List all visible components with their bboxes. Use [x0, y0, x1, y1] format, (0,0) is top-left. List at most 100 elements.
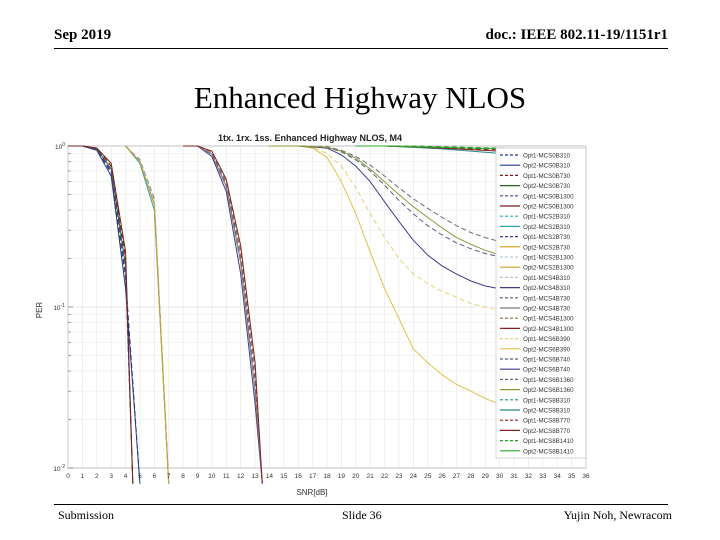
legend-label: Opt2-MCS2B730	[523, 244, 571, 251]
y-axis-label: PER	[35, 302, 44, 319]
legend-label: Opt2-MCS2B1300	[523, 265, 574, 272]
series-line-opt1-mcs6b390	[298, 145, 529, 319]
x-tick-label: 9	[196, 473, 200, 480]
header-doc-id: doc.: IEEE 802.11-19/1151r1	[485, 27, 668, 43]
x-tick-label: 15	[280, 473, 288, 480]
legend-label: Opt2-MCS0B310	[523, 163, 571, 170]
legend-label: Opt2-MCS6B390	[523, 346, 571, 353]
x-tick-label: 26	[438, 473, 446, 480]
legend-label: Opt1-MCS2B310	[523, 214, 571, 221]
series-line-opt2-mcs0b1300	[68, 145, 134, 484]
series-line-opt2-mcs6b390	[298, 145, 529, 417]
x-tick-label: 4	[124, 473, 128, 480]
x-tick-label: 34	[554, 473, 562, 480]
chart-title: 1tx. 1rx. 1ss. Enhanced Highway NLOS, M4	[218, 133, 402, 143]
x-tick-label: 8	[181, 473, 185, 480]
legend-box	[495, 147, 587, 459]
y-tick-label: 10-1	[53, 303, 65, 312]
footer-submission: Submission	[58, 508, 115, 522]
legend-label: Opt1-MCS6B1360	[523, 377, 574, 384]
x-tick-label: 7	[167, 473, 171, 480]
header-date: Sep 2019	[54, 27, 112, 43]
legend-label: Opt1-MCS8B1410	[523, 438, 574, 445]
x-tick-label: 0	[66, 473, 70, 480]
x-tick-label: 29	[482, 473, 490, 480]
legend-label: Opt1-MCS6B390	[523, 336, 571, 343]
legend-label: Opt1-MCS8B310	[523, 397, 571, 404]
footer-author: Yujin Noh, Newracom	[563, 508, 672, 522]
legend-label: Opt2-MCS4B730	[523, 306, 571, 313]
x-tick-label: 10	[208, 473, 216, 480]
footer-rule	[54, 504, 668, 505]
y-tick-exponent: 0	[62, 142, 65, 148]
x-tick-label: 32	[525, 473, 533, 480]
series-line-opt2-mcs4b1300	[183, 145, 263, 484]
x-tick-label: 17	[309, 473, 317, 480]
x-tick-label: 3	[109, 473, 113, 480]
series-line-opt2-mcs2b1300	[125, 145, 170, 484]
legend-label: Opt1-MCS8B770	[523, 418, 571, 425]
series-line-opt1-mcs8b770	[355, 145, 587, 153]
x-tick-label: 18	[323, 473, 331, 480]
x-tick-label: 1	[81, 473, 85, 480]
y-tick-base: 10	[53, 305, 61, 312]
x-tick-label: 35	[568, 473, 576, 480]
x-tick-label: 36	[582, 473, 590, 480]
legend-label: Opt1-MCS0B730	[523, 173, 571, 180]
series-line-opt1-mcs6b1360	[269, 145, 529, 248]
legend-label: Opt1-MCS4B310	[523, 275, 571, 282]
legend-label: Opt2-MCS8B1410	[523, 448, 574, 455]
x-tick-label: 23	[395, 473, 403, 480]
legend: Opt1-MCS0B310 Opt2-MCS0B310 Opt1-MCS0B730 O…	[495, 147, 587, 459]
x-tick-label: 6	[153, 473, 157, 480]
legend-label: Opt2-MCS2B310	[523, 224, 571, 231]
legend-label: Opt1-MCS4B730	[523, 295, 571, 302]
x-tick-label: 5	[138, 473, 142, 480]
x-tick-label: 21	[367, 473, 375, 480]
x-tick-label: 16	[295, 473, 303, 480]
legend-label: Opt2-MCS4B1300	[523, 326, 574, 333]
x-tick-label: 27	[453, 473, 461, 480]
x-tick-label: 31	[510, 473, 518, 480]
legend-label: Opt2-MCS4B310	[523, 285, 571, 292]
x-tick-label: 22	[381, 473, 389, 480]
x-tick-label: 2	[95, 473, 99, 480]
footer-slide-number: Slide 36	[342, 508, 382, 522]
x-tick-label: 12	[237, 473, 245, 480]
series-line-opt2-mcs6b1360	[269, 145, 529, 263]
x-tick-label: 30	[496, 473, 504, 480]
legend-label: Opt1-MCS6B740	[523, 357, 571, 364]
header-rule	[54, 48, 668, 49]
series-line-opt1-mcs8b1410	[355, 145, 587, 151]
y-tick-exponent: -1	[61, 303, 66, 309]
x-tick-label: 13	[251, 473, 259, 480]
slide-title: Enhanced Highway NLOS	[193, 80, 527, 115]
legend-label: Opt2-MCS8B770	[523, 428, 571, 435]
series-line-opt2-mcs6b740	[269, 145, 529, 295]
x-tick-label: 28	[467, 473, 475, 480]
legend-label: Opt1-MCS0B1300	[523, 193, 574, 200]
per-chart: 0 1 2 3 4 5 6 7 8 9 10 11 12 13 14 15 16 17 18 19 20 21 22 23 24…	[35, 133, 590, 497]
legend-label: Opt2-MCS6B740	[523, 367, 571, 374]
x-tick-label: 20	[352, 473, 360, 480]
x-tick-label: 11	[223, 473, 230, 480]
legend-label: Opt2-MCS6B1360	[523, 387, 574, 394]
x-tick-label: 24	[410, 473, 418, 480]
legend-label: Opt2-MCS8B310	[523, 408, 571, 415]
tick-group: 0 1 2 3 4 5 6 7 8 9 10 11 12 13 14 15 16 17 18 19 20 21 22 23 24…	[53, 142, 590, 480]
y-tick-exponent: -2	[61, 464, 66, 470]
legend-label: Opt1-MCS2B730	[523, 234, 571, 241]
x-tick-label: 33	[539, 473, 547, 480]
y-tick-base: 10	[53, 466, 61, 473]
y-tick-label: 100	[55, 142, 65, 151]
x-tick-label: 14	[266, 473, 274, 480]
legend-label: Opt2-MCS0B1300	[523, 204, 574, 211]
x-tick-label: 19	[338, 473, 346, 480]
y-tick-label: 10-2	[53, 464, 65, 473]
y-tick-base: 10	[55, 144, 63, 151]
legend-label: Opt1-MCS4B1300	[523, 316, 574, 323]
legend-label: Opt2-MCS0B730	[523, 183, 571, 190]
x-tick-label: 25	[424, 473, 432, 480]
x-axis-label: SNR[dB]	[296, 488, 327, 497]
legend-label: Opt1-MCS0B310	[523, 153, 571, 160]
